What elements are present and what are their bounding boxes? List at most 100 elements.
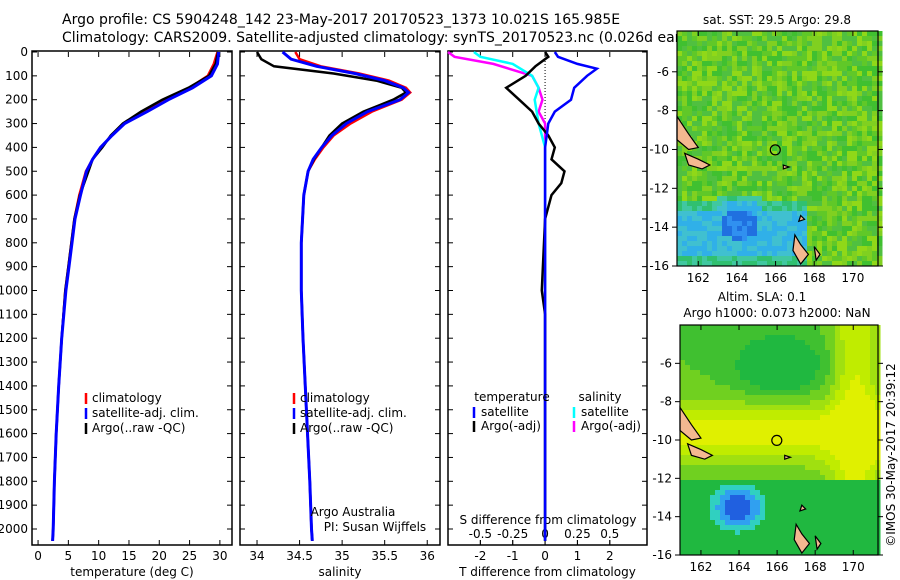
map-cell (732, 176, 738, 182)
map-cell (740, 400, 746, 406)
map-cell (830, 340, 836, 346)
map-cell (777, 251, 783, 257)
map-cell (745, 515, 751, 521)
x-tick-label: 35.5 (371, 549, 398, 563)
map-cell (717, 216, 723, 222)
map-cell (840, 535, 846, 541)
map-cell (735, 530, 741, 536)
map-cell (872, 176, 878, 182)
map-cell (872, 36, 878, 42)
map-cell (755, 375, 761, 381)
map-cell (867, 141, 873, 147)
map-cell (710, 545, 716, 551)
map-cell (837, 81, 843, 87)
map-cell (790, 500, 796, 506)
map-cell (877, 46, 883, 52)
map-cell (710, 495, 716, 501)
map-cell (837, 111, 843, 117)
map-cell (757, 76, 763, 82)
map-cell (850, 490, 856, 496)
map-cell (682, 251, 688, 257)
map-cell (860, 410, 866, 416)
map-cell (727, 136, 733, 142)
map-cell (750, 430, 756, 436)
map-cell (815, 500, 821, 506)
map-cell (865, 510, 871, 516)
map-cell (767, 131, 773, 137)
map-cell (680, 455, 686, 461)
map-cell (820, 395, 826, 401)
y-tick-label: 1400 (0, 379, 28, 393)
map-cell (872, 171, 878, 177)
map-cell (815, 430, 821, 436)
map-cell (697, 56, 703, 62)
annotation-institution: Argo Australia (311, 505, 396, 519)
map-cell (822, 101, 828, 107)
map-cell (695, 375, 701, 381)
map-cell (867, 61, 873, 67)
map-cell (785, 350, 791, 356)
map-cell (742, 51, 748, 57)
map-cell (732, 56, 738, 62)
map-cell (812, 226, 818, 232)
map-cell (827, 251, 833, 257)
map-cell (750, 505, 756, 511)
map-cell (812, 206, 818, 212)
map-cell (830, 380, 836, 386)
map-cell (825, 415, 831, 421)
map-cell (832, 91, 838, 97)
map-cell (690, 490, 696, 496)
map-cell (827, 171, 833, 177)
map-cell (715, 450, 721, 456)
map-cell (870, 335, 876, 341)
map-cell (690, 420, 696, 426)
map-cell (785, 335, 791, 341)
map-cell (697, 66, 703, 72)
map-cell (857, 101, 863, 107)
map-cell (805, 355, 811, 361)
map-cell (807, 126, 813, 132)
map-cell (800, 435, 806, 441)
map-cell (857, 81, 863, 87)
map-cell (727, 126, 733, 132)
map-cell (845, 440, 851, 446)
map-cell (745, 355, 751, 361)
map-cell (797, 76, 803, 82)
map-cell (705, 325, 711, 331)
map-cell (830, 350, 836, 356)
map-cell (760, 545, 766, 551)
map-cell (765, 550, 771, 556)
map-cell (790, 340, 796, 346)
map-cell (787, 116, 793, 122)
map-cell (707, 186, 713, 192)
map-cell (850, 370, 856, 376)
map-cell (830, 400, 836, 406)
map-cell (862, 231, 868, 237)
map-cell (767, 241, 773, 247)
map-cell (755, 335, 761, 341)
map-cell (810, 435, 816, 441)
map-cell (870, 550, 876, 556)
map-cell (840, 410, 846, 416)
map-cell (835, 455, 841, 461)
map-cell (680, 505, 686, 511)
map-cell (700, 445, 706, 451)
map-cell (877, 211, 883, 217)
map-cell (697, 261, 703, 267)
salinity-profile-frame (239, 50, 441, 546)
map-cell (832, 146, 838, 152)
map-cell (697, 211, 703, 217)
map-cell (817, 126, 823, 132)
map-cell (712, 71, 718, 77)
map-cell (860, 400, 866, 406)
map-cell (807, 81, 813, 87)
map-cell (742, 91, 748, 97)
map-cell (790, 405, 796, 411)
map-cell (780, 470, 786, 476)
map-cell (837, 86, 843, 92)
map-cell (700, 480, 706, 486)
map-cell (777, 161, 783, 167)
map-cell (677, 81, 683, 87)
map-cell (842, 246, 848, 252)
map-cell (737, 191, 743, 197)
